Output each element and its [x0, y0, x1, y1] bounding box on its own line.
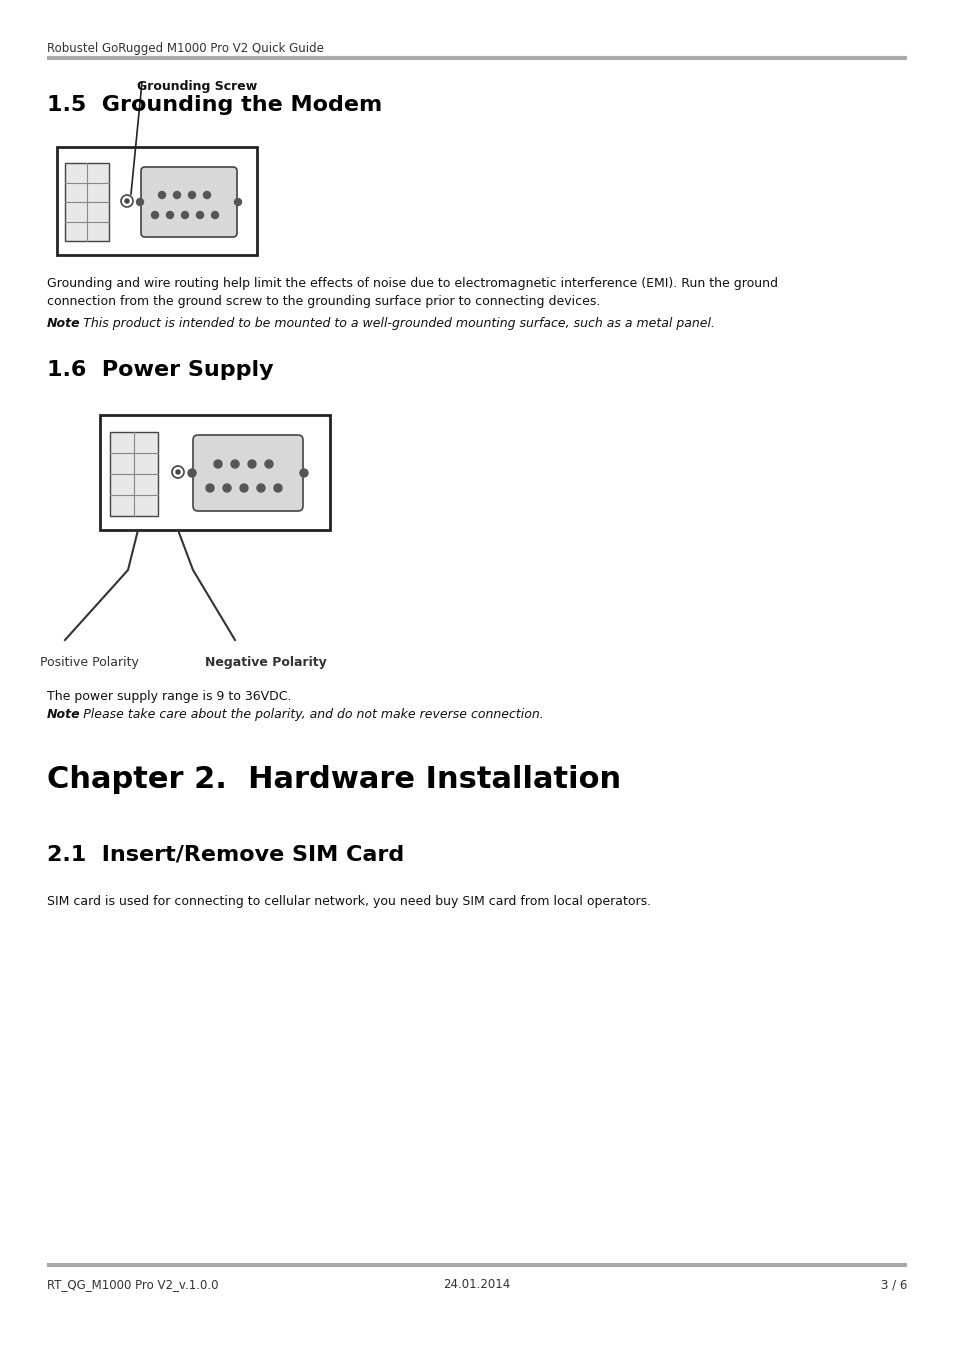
Circle shape: [213, 460, 222, 468]
Bar: [65, 163, 109, 242]
Text: 24.01.2014: 24.01.2014: [443, 1278, 510, 1291]
Text: The power supply range is 9 to 36VDC.: The power supply range is 9 to 36VDC.: [47, 690, 292, 703]
Text: 1.5  Grounding the Modem: 1.5 Grounding the Modem: [47, 95, 382, 115]
Text: Grounding Screw: Grounding Screw: [137, 80, 257, 93]
Text: RT_QG_M1000 Pro V2_v.1.0.0: RT_QG_M1000 Pro V2_v.1.0.0: [47, 1278, 218, 1291]
Text: Chapter 2.  Hardware Installation: Chapter 2. Hardware Installation: [47, 765, 620, 794]
Text: 3 / 6: 3 / 6: [880, 1278, 906, 1291]
Text: SIM card is used for connecting to cellular network, you need buy SIM card from : SIM card is used for connecting to cellu…: [47, 895, 651, 909]
Circle shape: [181, 212, 189, 219]
Text: Robustel GoRugged M1000 Pro V2 Quick Guide: Robustel GoRugged M1000 Pro V2 Quick Gui…: [47, 42, 323, 55]
Circle shape: [299, 468, 308, 477]
Text: connection from the ground screw to the grounding surface prior to connecting de: connection from the ground screw to the …: [47, 296, 599, 308]
FancyBboxPatch shape: [193, 435, 303, 512]
Text: : Please take care about the polarity, and do not make reverse connection.: : Please take care about the polarity, a…: [75, 707, 543, 721]
Text: Negative Polarity: Negative Polarity: [205, 656, 327, 670]
Circle shape: [188, 468, 195, 477]
Text: 1.6  Power Supply: 1.6 Power Supply: [47, 360, 274, 379]
Circle shape: [248, 460, 255, 468]
Circle shape: [265, 460, 273, 468]
FancyBboxPatch shape: [141, 167, 236, 238]
Circle shape: [175, 470, 180, 474]
Text: Grounding and wire routing help limit the effects of noise due to electromagneti: Grounding and wire routing help limit th…: [47, 277, 778, 290]
Bar: [100, 414, 330, 531]
Circle shape: [136, 198, 143, 205]
Circle shape: [173, 192, 180, 198]
Circle shape: [256, 485, 265, 491]
Circle shape: [158, 192, 165, 198]
Circle shape: [223, 485, 231, 491]
Circle shape: [203, 192, 211, 198]
Circle shape: [212, 212, 218, 219]
Circle shape: [189, 192, 195, 198]
Circle shape: [234, 198, 241, 205]
Circle shape: [152, 212, 158, 219]
Text: 2.1  Insert/Remove SIM Card: 2.1 Insert/Remove SIM Card: [47, 845, 404, 865]
Text: Note: Note: [47, 707, 81, 721]
Text: : This product is intended to be mounted to a well-grounded mounting surface, su: : This product is intended to be mounted…: [75, 317, 714, 329]
Circle shape: [240, 485, 248, 491]
Circle shape: [196, 212, 203, 219]
Text: Note: Note: [47, 317, 81, 329]
Circle shape: [274, 485, 282, 491]
Circle shape: [167, 212, 173, 219]
Text: Positive Polarity: Positive Polarity: [40, 656, 139, 670]
Circle shape: [206, 485, 213, 491]
Circle shape: [125, 198, 129, 202]
Circle shape: [231, 460, 239, 468]
Bar: [57, 147, 256, 255]
Bar: [110, 432, 158, 516]
